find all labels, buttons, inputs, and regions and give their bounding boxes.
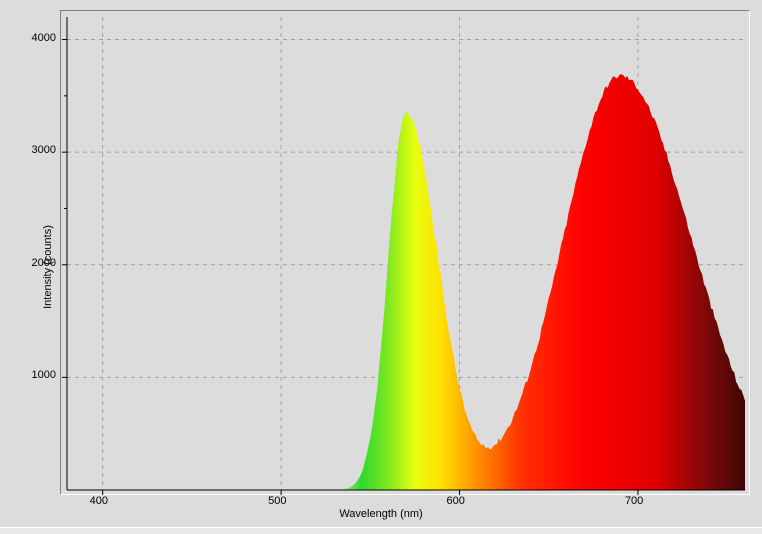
- x-axis-label: Wavelength (nm): [0, 508, 762, 520]
- y-tick-label: 2000: [32, 257, 56, 269]
- spectrum-plot: [61, 11, 751, 496]
- chart-panel: [60, 10, 750, 495]
- x-tick-label: 600: [447, 495, 465, 507]
- y-tick-label: 1000: [32, 369, 56, 381]
- y-tick-label: 4000: [32, 32, 56, 44]
- x-tick-label: 700: [625, 495, 643, 507]
- x-tick-label: 500: [268, 495, 286, 507]
- y-tick-label: 3000: [32, 144, 56, 156]
- x-tick-label: 400: [90, 495, 108, 507]
- status-strip: [0, 527, 762, 534]
